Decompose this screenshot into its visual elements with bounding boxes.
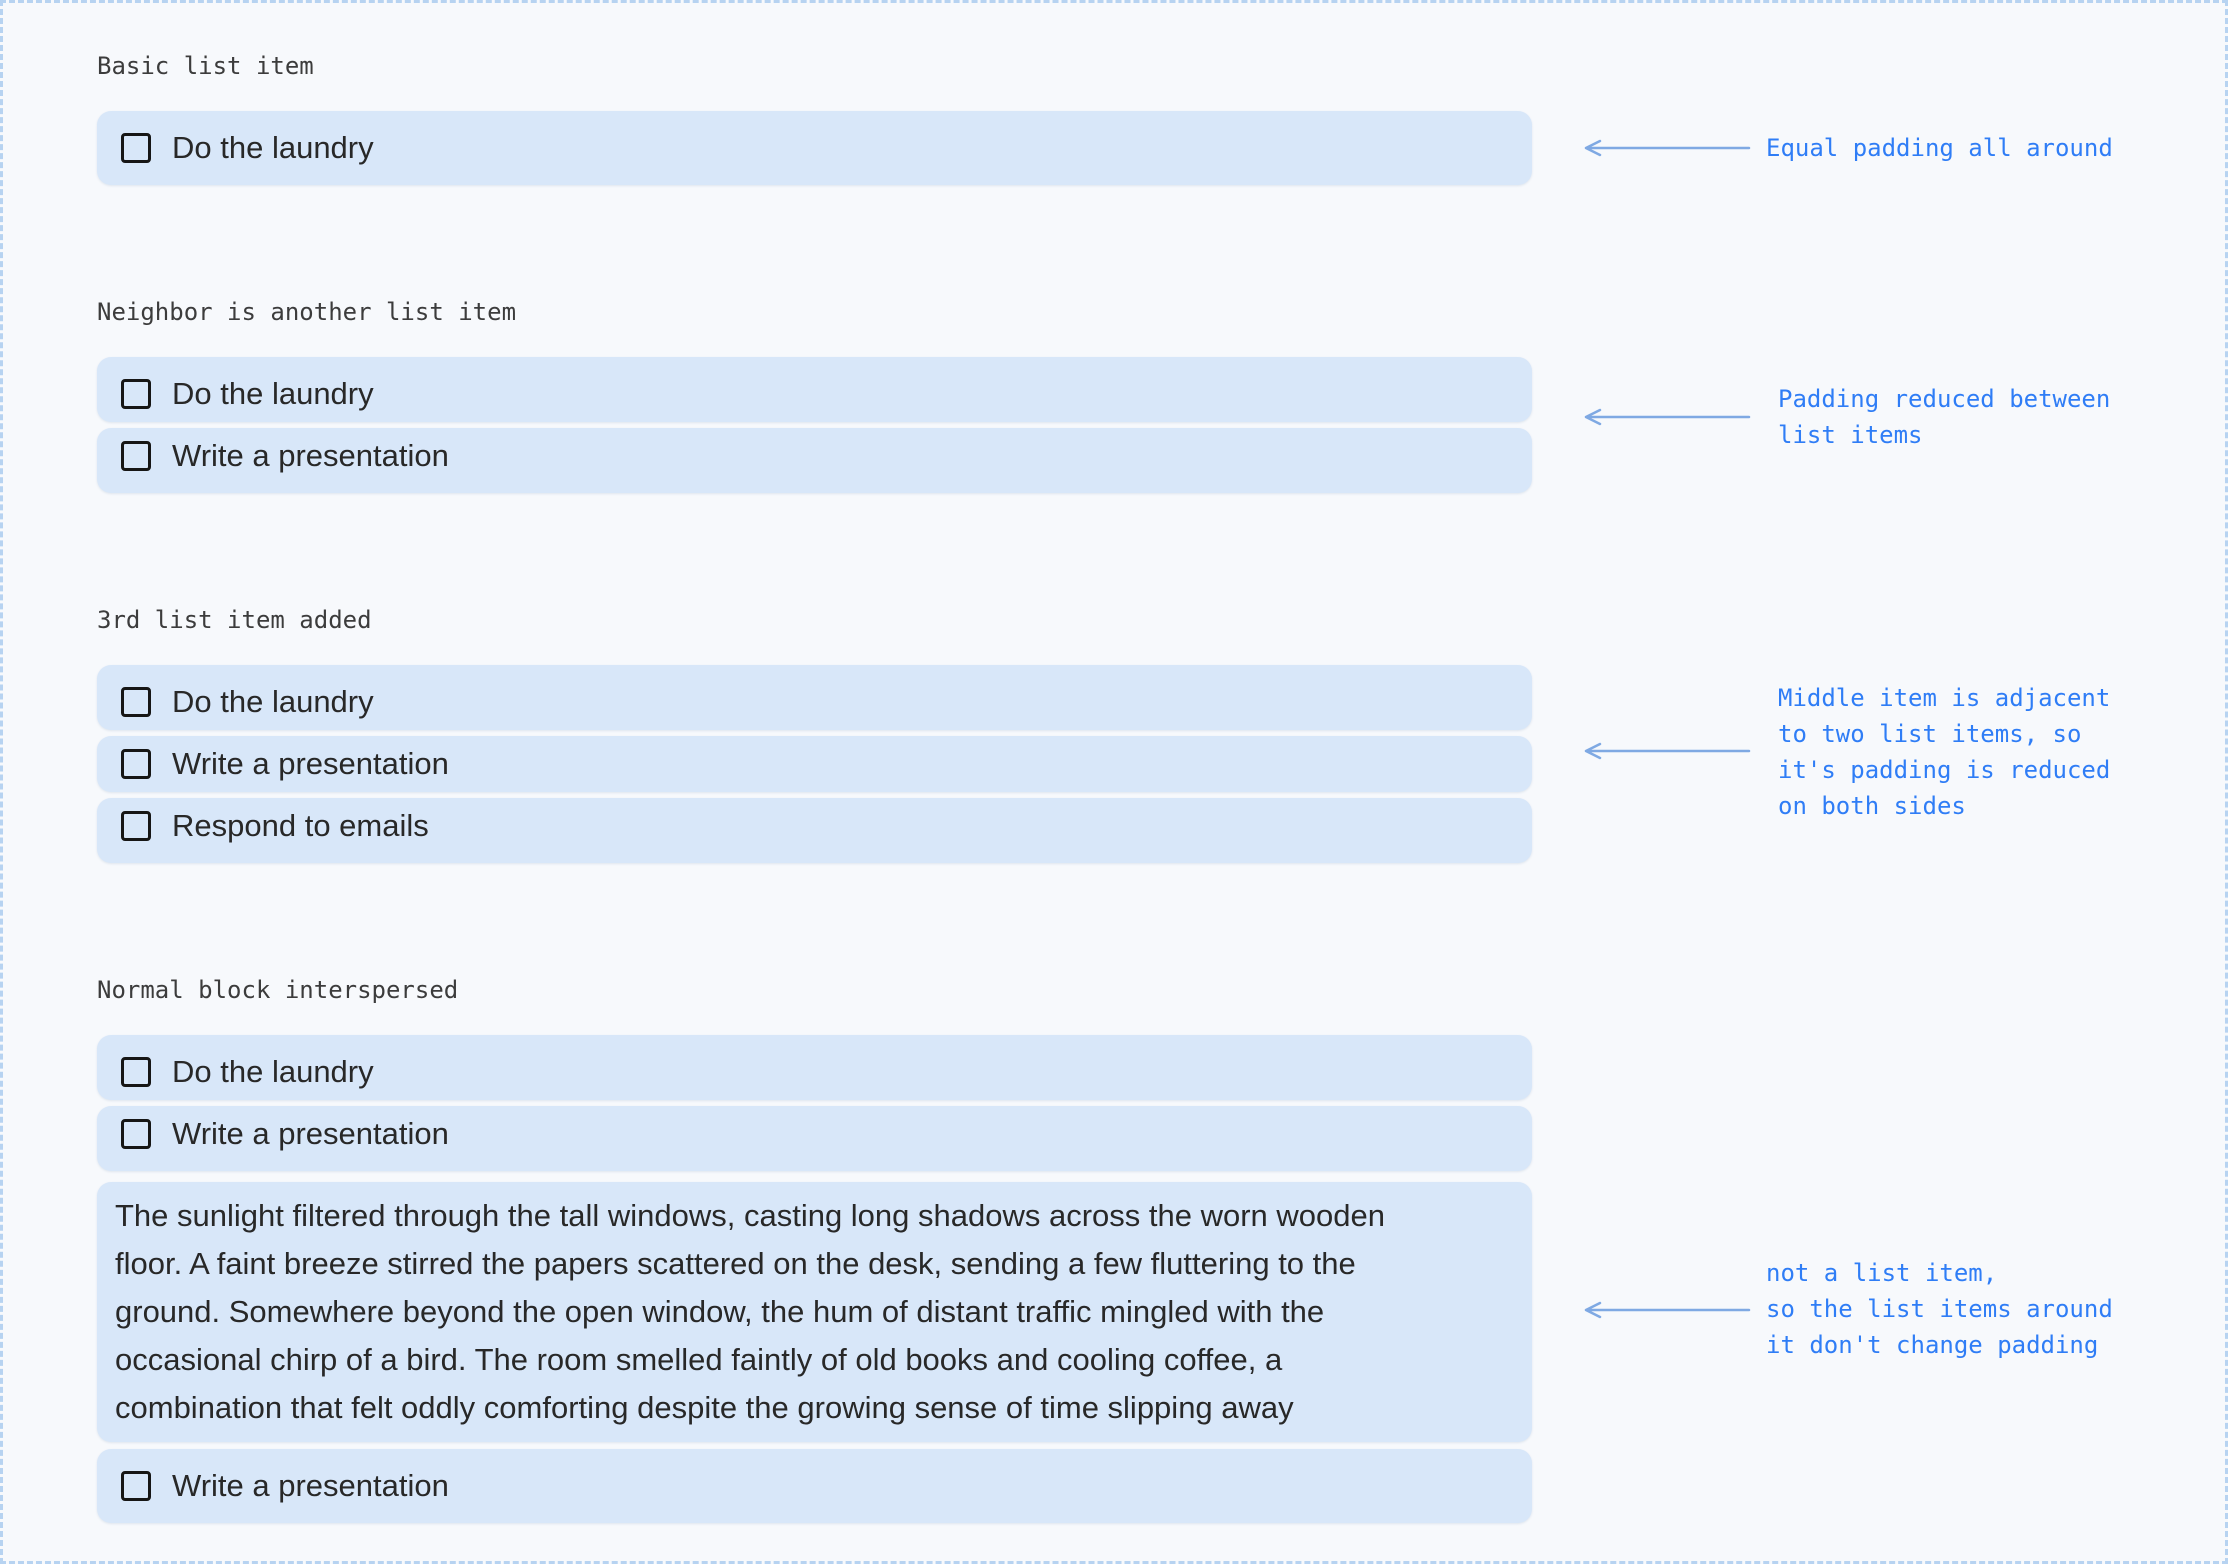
todo-item[interactable]: Respond to emails: [97, 798, 1532, 863]
annotation-note: not a list item, so the list items aroun…: [1766, 1259, 2113, 1359]
paragraph-text: The sunlight filtered through the tall w…: [115, 1198, 1386, 1425]
block-list: Do the laundry: [97, 111, 1532, 185]
todo-label: Do the laundry: [172, 130, 374, 165]
section: 3rd list item added Do the laundry Write a…: [97, 605, 1532, 863]
todo-label: Write a presentation: [172, 746, 449, 781]
section: Neighbor is another list item Do the laun…: [97, 297, 1532, 493]
todo-item[interactable]: Do the laundry: [97, 1035, 1532, 1100]
paragraph-block: The sunlight filtered through the tall w…: [97, 1182, 1532, 1442]
checkbox-unchecked-icon[interactable]: [121, 379, 151, 409]
block-list: Do the laundry Write a presentation: [97, 357, 1532, 493]
section-heading: Neighbor is another list item: [97, 298, 517, 326]
todo-item[interactable]: Write a presentation: [97, 1106, 1532, 1171]
section: Normal block interspersed Do the laundry W…: [97, 975, 1532, 1523]
checkbox-unchecked-icon[interactable]: [121, 1119, 151, 1149]
left-arrow-icon: [1584, 742, 1751, 760]
checkbox-unchecked-icon[interactable]: [121, 1471, 151, 1501]
section-heading: Basic list item: [97, 52, 314, 80]
block-list: Do the laundry Write a presentation The su…: [97, 1035, 1532, 1523]
todo-item[interactable]: Do the laundry: [97, 665, 1532, 730]
content-column: Basic list item Do the laundry Neighbor is…: [97, 51, 1532, 1523]
todo-label: Write a presentation: [172, 438, 449, 473]
annotation-note: Equal padding all around: [1766, 134, 2113, 162]
todo-label: Do the laundry: [172, 376, 374, 411]
checkbox-unchecked-icon[interactable]: [121, 687, 151, 717]
checkbox-unchecked-icon[interactable]: [121, 441, 151, 471]
section-heading: 3rd list item added: [97, 606, 372, 634]
todo-item[interactable]: Write a presentation: [97, 1449, 1532, 1523]
checkbox-unchecked-icon[interactable]: [121, 811, 151, 841]
left-arrow-icon: [1584, 1301, 1751, 1319]
todo-item[interactable]: Do the laundry: [97, 111, 1532, 185]
left-arrow-icon: [1584, 408, 1751, 426]
left-arrow-icon: [1584, 139, 1751, 157]
todo-label: Do the laundry: [172, 684, 374, 719]
checkbox-unchecked-icon[interactable]: [121, 1057, 151, 1087]
todo-label: Respond to emails: [172, 808, 429, 843]
todo-item[interactable]: Do the laundry: [97, 357, 1532, 422]
section: Basic list item Do the laundry: [97, 51, 1532, 185]
block-list: Do the laundry Write a presentation Respon…: [97, 665, 1532, 863]
checkbox-unchecked-icon[interactable]: [121, 749, 151, 779]
annotation-note: Middle item is adjacent to two list item…: [1778, 684, 2111, 820]
todo-label: Write a presentation: [172, 1468, 449, 1503]
checkbox-unchecked-icon[interactable]: [121, 133, 151, 163]
todo-label: Write a presentation: [172, 1116, 449, 1151]
todo-item[interactable]: Write a presentation: [97, 428, 1532, 493]
annotation-note: Padding reduced between list items: [1778, 385, 2111, 449]
todo-item[interactable]: Write a presentation: [97, 736, 1532, 792]
section-heading: Normal block interspersed: [97, 976, 459, 1004]
todo-label: Do the laundry: [172, 1054, 374, 1089]
